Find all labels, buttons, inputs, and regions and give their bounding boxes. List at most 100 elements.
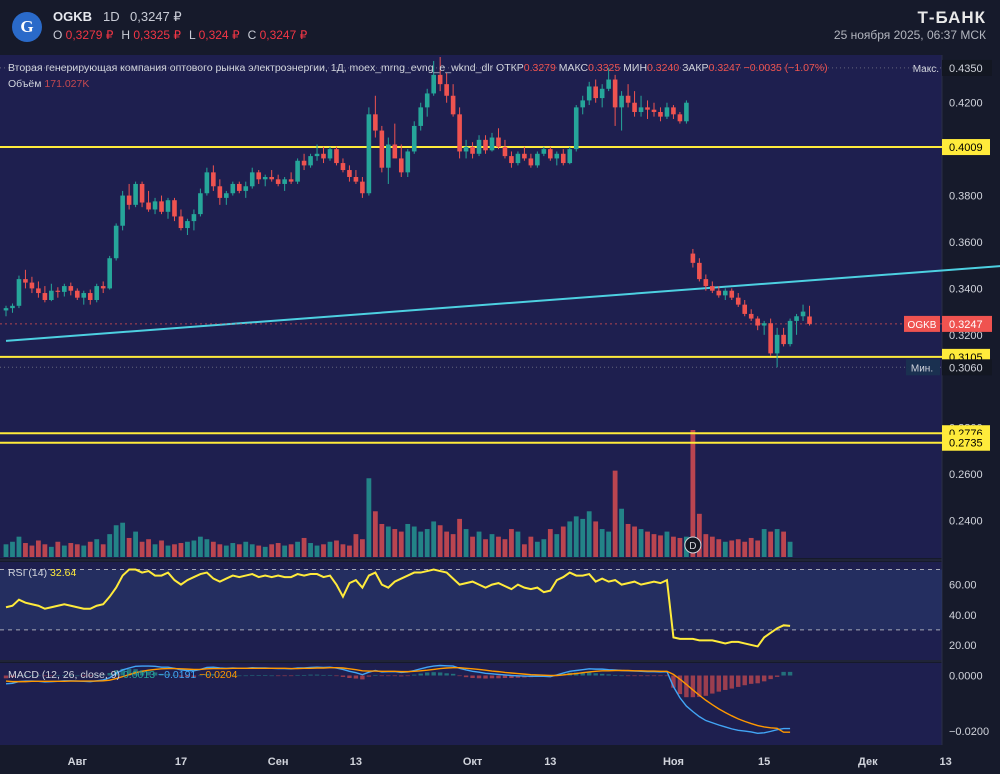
candle-body[interactable] xyxy=(651,109,657,113)
candle-body[interactable] xyxy=(450,95,456,115)
candle-body[interactable] xyxy=(353,176,359,182)
candle-body[interactable] xyxy=(295,160,300,182)
candle-body[interactable] xyxy=(288,179,294,182)
candle-body[interactable] xyxy=(81,293,87,298)
candle-body[interactable] xyxy=(761,323,767,326)
candle-body[interactable] xyxy=(658,112,663,117)
candle-body[interactable] xyxy=(398,158,404,173)
candle-body[interactable] xyxy=(697,262,702,280)
candle-body[interactable] xyxy=(431,74,436,94)
candle-body[interactable] xyxy=(606,79,611,89)
candle-body[interactable] xyxy=(411,125,417,152)
candle-body[interactable] xyxy=(62,286,67,292)
chart-plot[interactable]: D Вторая генерирующая компания оптового р… xyxy=(0,52,1000,774)
candle-body[interactable] xyxy=(567,149,573,164)
candle-body[interactable] xyxy=(489,137,495,151)
candle-body[interactable] xyxy=(502,146,508,157)
candle-body[interactable] xyxy=(217,186,223,198)
candle-body[interactable] xyxy=(716,290,722,296)
candle-body[interactable] xyxy=(366,114,372,194)
candle-body[interactable] xyxy=(314,153,320,157)
candle-body[interactable] xyxy=(392,144,398,159)
candle-body[interactable] xyxy=(327,149,333,159)
candle-body[interactable] xyxy=(405,151,411,173)
candle-body[interactable] xyxy=(152,201,158,210)
candle-body[interactable] xyxy=(159,201,164,212)
candle-body[interactable] xyxy=(308,156,313,166)
candle-body[interactable] xyxy=(645,107,650,110)
candle-body[interactable] xyxy=(321,153,326,159)
candle-body[interactable] xyxy=(573,107,579,150)
candle-body[interactable] xyxy=(593,86,598,99)
candle-body[interactable] xyxy=(787,320,793,345)
candle-body[interactable] xyxy=(522,153,527,159)
candle-body[interactable] xyxy=(424,93,430,108)
candle-body[interactable] xyxy=(94,286,100,301)
candle-body[interactable] xyxy=(444,84,449,96)
candle-body[interactable] xyxy=(224,193,229,198)
candle-body[interactable] xyxy=(340,163,346,171)
candle-body[interactable] xyxy=(243,186,249,191)
candle-body[interactable] xyxy=(722,290,728,296)
candle-body[interactable] xyxy=(690,253,696,263)
candle-body[interactable] xyxy=(249,172,255,187)
candle-body[interactable] xyxy=(36,288,41,294)
candle-body[interactable] xyxy=(580,100,586,108)
candle-body[interactable] xyxy=(23,279,28,283)
candle-body[interactable] xyxy=(774,334,780,354)
macd-signal-line[interactable] xyxy=(5,667,791,733)
candle-body[interactable] xyxy=(269,176,274,180)
candle-body[interactable] xyxy=(742,304,748,314)
candle-body[interactable] xyxy=(437,74,443,85)
candle-body[interactable] xyxy=(457,114,462,152)
candle-body[interactable] xyxy=(800,311,806,317)
candle-body[interactable] xyxy=(619,95,624,108)
candle-body[interactable] xyxy=(172,200,177,217)
dividend-marker[interactable] xyxy=(684,536,702,554)
candle-body[interactable] xyxy=(677,114,683,122)
candle-body[interactable] xyxy=(126,195,132,205)
candle-body[interactable] xyxy=(664,107,670,117)
candle-body[interactable] xyxy=(476,139,482,154)
candle-body[interactable] xyxy=(146,202,151,210)
candle-body[interactable] xyxy=(49,290,54,301)
candle-body[interactable] xyxy=(301,160,307,166)
candle-body[interactable] xyxy=(236,183,242,191)
candle-body[interactable] xyxy=(107,258,112,289)
candle-body[interactable] xyxy=(625,95,631,103)
candle-body[interactable] xyxy=(198,193,203,215)
candle-body[interactable] xyxy=(638,107,644,113)
candle-body[interactable] xyxy=(334,149,339,164)
candle-body[interactable] xyxy=(528,158,534,166)
candle-body[interactable] xyxy=(535,153,540,166)
candle-body[interactable] xyxy=(211,172,216,187)
candle-body[interactable] xyxy=(684,102,689,122)
candle-body[interactable] xyxy=(113,225,119,259)
candle-body[interactable] xyxy=(463,146,469,152)
candle-body[interactable] xyxy=(515,153,521,164)
candle-body[interactable] xyxy=(87,293,93,301)
candle-body[interactable] xyxy=(42,293,48,301)
candle-body[interactable] xyxy=(807,316,812,324)
candle-body[interactable] xyxy=(275,179,281,184)
candle-body[interactable] xyxy=(418,107,424,126)
candle-body[interactable] xyxy=(165,200,171,212)
candle-body[interactable] xyxy=(100,286,106,289)
candle-body[interactable] xyxy=(599,88,605,99)
candle-body[interactable] xyxy=(256,172,262,180)
candle-body[interactable] xyxy=(133,183,138,205)
candle-body[interactable] xyxy=(204,172,210,194)
candle-body[interactable] xyxy=(729,290,735,298)
candle-body[interactable] xyxy=(735,297,741,305)
candle-body[interactable] xyxy=(710,286,715,291)
candle-body[interactable] xyxy=(120,195,125,226)
candle-body[interactable] xyxy=(548,149,553,159)
candle-body[interactable] xyxy=(470,146,475,154)
candle-body[interactable] xyxy=(496,137,501,147)
candle-body[interactable] xyxy=(3,308,9,311)
candle-body[interactable] xyxy=(282,179,287,184)
candle-body[interactable] xyxy=(10,305,15,309)
candle-body[interactable] xyxy=(794,316,799,321)
candle-body[interactable] xyxy=(178,216,184,229)
candle-body[interactable] xyxy=(360,181,365,194)
